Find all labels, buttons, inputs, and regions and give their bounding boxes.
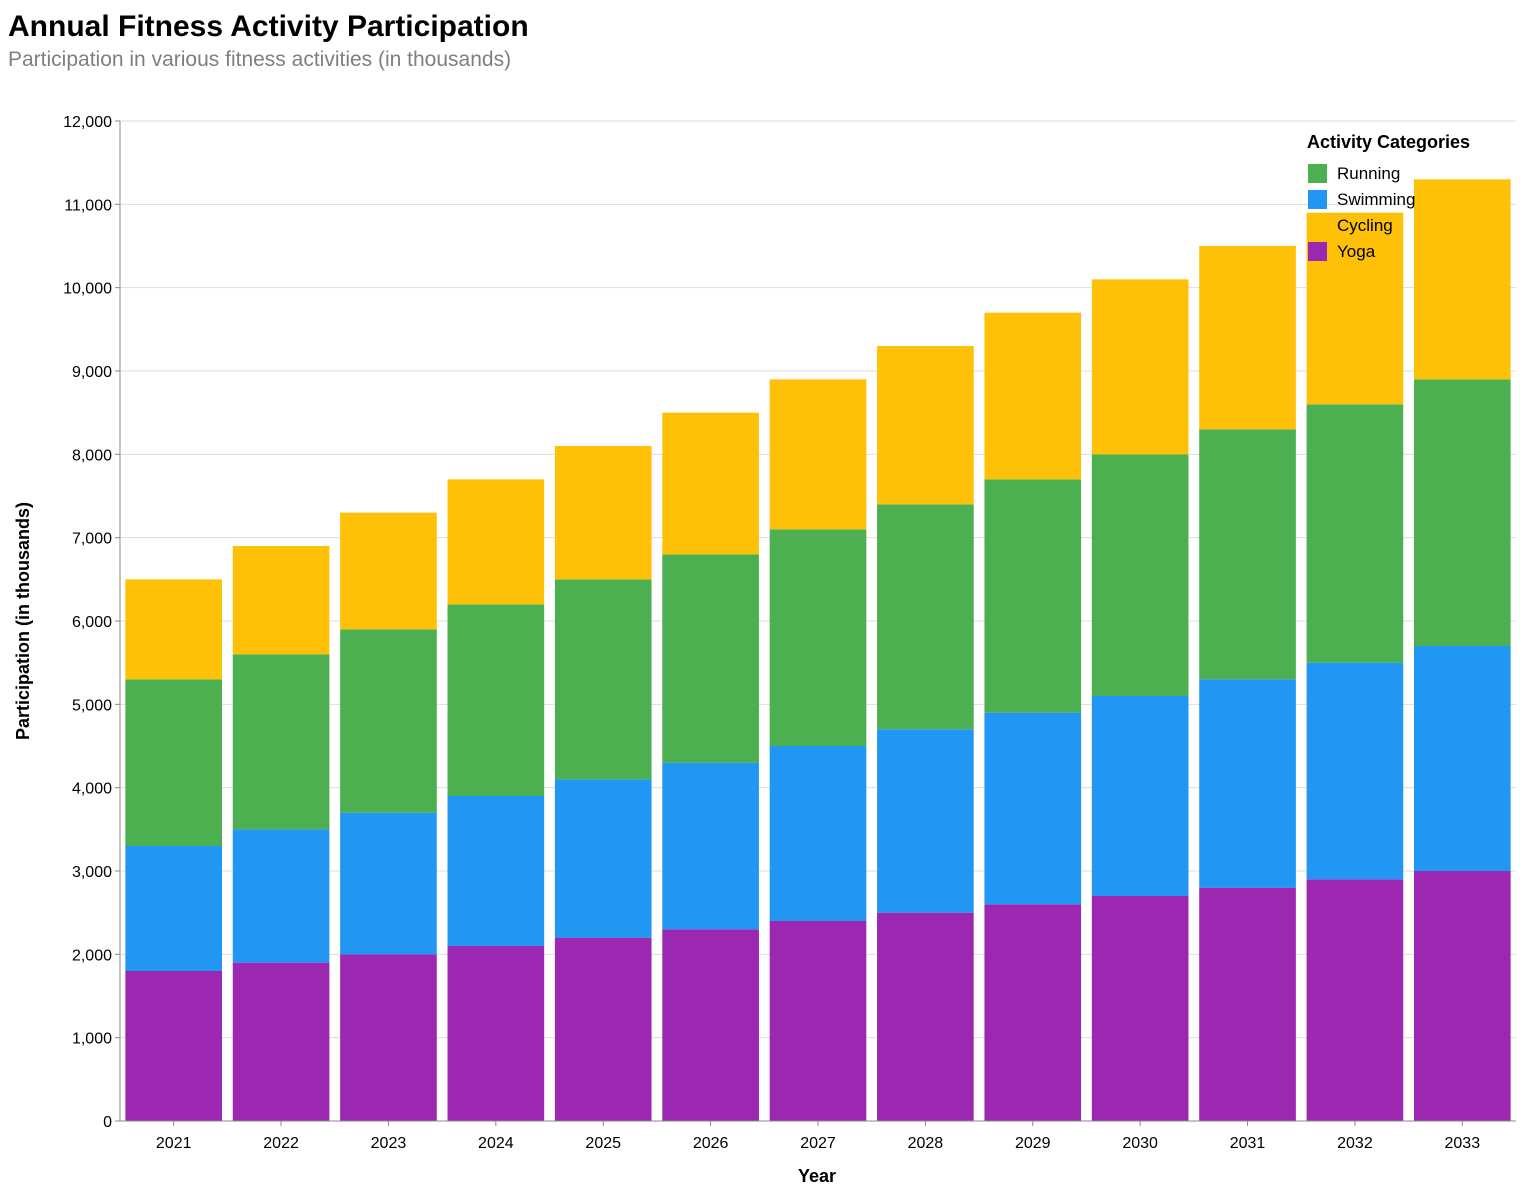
x-tick-label: 2021 xyxy=(156,1135,192,1152)
bar-swimming-2025 xyxy=(554,779,652,938)
bar-swimming-2032 xyxy=(1306,662,1404,880)
bar-swimming-2026 xyxy=(662,762,759,930)
legend-swatch-swimming xyxy=(1308,190,1327,209)
bar-yoga-2027 xyxy=(769,921,867,1121)
y-tick-label: 8,000 xyxy=(72,447,112,464)
bar-yoga-2025 xyxy=(554,937,652,1121)
bar-swimming-2022 xyxy=(232,829,330,963)
bar-running-2021 xyxy=(125,679,223,846)
x-axis-title: Year xyxy=(798,1166,836,1186)
x-tick-label: 2027 xyxy=(800,1135,836,1152)
bar-cycling-2022 xyxy=(232,546,330,655)
bar-running-2030 xyxy=(1091,454,1189,696)
bar-cycling-2028 xyxy=(877,346,974,505)
x-tick-label: 2028 xyxy=(908,1135,944,1152)
x-tick-label: 2032 xyxy=(1337,1135,1373,1152)
x-tick-label: 2026 xyxy=(693,1135,729,1152)
bar-running-2027 xyxy=(769,529,867,746)
bar-yoga-2033 xyxy=(1413,871,1511,1121)
x-tick-label: 2022 xyxy=(263,1135,299,1152)
x-tick-label: 2031 xyxy=(1230,1135,1266,1152)
bar-cycling-2021 xyxy=(125,579,223,680)
bar-running-2029 xyxy=(984,479,1082,713)
legend-label-yoga: Yoga xyxy=(1337,242,1376,261)
y-tick-label: 1,000 xyxy=(72,1031,112,1048)
y-tick-label: 3,000 xyxy=(72,864,112,881)
chart-subtitle: Participation in various fitness activit… xyxy=(8,48,511,71)
bar-yoga-2031 xyxy=(1199,887,1296,1121)
bar-cycling-2026 xyxy=(662,412,759,555)
y-tick-label: 4,000 xyxy=(72,781,112,798)
bar-yoga-2030 xyxy=(1091,896,1189,1121)
x-tick-label: 2030 xyxy=(1122,1135,1158,1152)
bar-cycling-2024 xyxy=(447,479,545,605)
bar-yoga-2032 xyxy=(1306,879,1404,1121)
bar-cycling-2025 xyxy=(554,446,652,580)
x-tick-label: 2024 xyxy=(478,1135,514,1152)
x-tick-label: 2023 xyxy=(371,1135,407,1152)
x-tick-label: 2029 xyxy=(1015,1135,1051,1152)
y-tick-label: 11,000 xyxy=(64,197,112,214)
bar-swimming-2027 xyxy=(769,746,867,921)
y-tick-label: 5,000 xyxy=(72,697,112,714)
chart-title: Annual Fitness Activity Participation xyxy=(8,10,529,43)
bar-yoga-2022 xyxy=(232,962,330,1121)
legend-title: Activity Categories xyxy=(1307,132,1470,152)
y-tick-label: 7,000 xyxy=(72,531,112,548)
bar-yoga-2028 xyxy=(877,912,974,1121)
legend-label-cycling: Cycling xyxy=(1337,216,1393,235)
bar-running-2033 xyxy=(1413,379,1511,646)
bar-yoga-2023 xyxy=(340,954,437,1121)
bar-swimming-2033 xyxy=(1413,646,1511,871)
x-tick-label: 2025 xyxy=(585,1135,621,1152)
y-tick-label: 10,000 xyxy=(63,281,112,298)
y-tick-label: 9,000 xyxy=(72,364,112,381)
legend-label-running: Running xyxy=(1337,164,1400,183)
bar-swimming-2030 xyxy=(1091,696,1189,896)
legend-swatch-yoga xyxy=(1308,242,1327,261)
bar-cycling-2029 xyxy=(984,312,1082,480)
bar-cycling-2030 xyxy=(1091,279,1189,455)
bars xyxy=(125,179,1511,1121)
y-tick-label: 12,000 xyxy=(63,114,112,131)
legend: Activity Categories Running Swimming Cycli… xyxy=(1307,132,1470,261)
bar-swimming-2029 xyxy=(984,712,1082,905)
bar-running-2022 xyxy=(232,654,330,830)
x-tick-label: 2033 xyxy=(1445,1135,1481,1152)
bar-running-2032 xyxy=(1306,404,1404,663)
bar-running-2024 xyxy=(447,604,545,796)
y-axis-title: Participation (in thousands) xyxy=(13,502,33,740)
bar-yoga-2026 xyxy=(662,929,759,1121)
bar-running-2023 xyxy=(340,629,437,813)
bar-swimming-2028 xyxy=(877,729,974,913)
bar-yoga-2029 xyxy=(984,904,1082,1121)
bar-yoga-2021 xyxy=(125,971,223,1121)
legend-label-swimming: Swimming xyxy=(1337,190,1415,209)
bar-swimming-2024 xyxy=(447,796,545,946)
bar-swimming-2031 xyxy=(1199,679,1296,888)
y-tick-label: 2,000 xyxy=(72,947,112,964)
legend-swatch-cycling xyxy=(1308,216,1327,235)
bar-cycling-2031 xyxy=(1199,246,1296,430)
bar-running-2031 xyxy=(1199,429,1296,680)
legend-swatch-running xyxy=(1308,164,1327,183)
bar-cycling-2033 xyxy=(1413,179,1511,380)
bar-swimming-2023 xyxy=(340,812,437,955)
bar-yoga-2024 xyxy=(447,946,545,1121)
axes: 0 1,000 2,000 3,000 4,000 5,000 6,000 7,000 8,00… xyxy=(63,114,1516,1152)
bar-cycling-2027 xyxy=(769,379,867,530)
bar-running-2028 xyxy=(877,504,974,730)
bar-swimming-2021 xyxy=(125,846,223,971)
bar-cycling-2023 xyxy=(340,512,437,630)
bar-running-2025 xyxy=(554,579,652,780)
y-tick-label: 0 xyxy=(103,1114,112,1131)
bar-running-2026 xyxy=(662,554,759,763)
y-tick-label: 6,000 xyxy=(72,614,112,631)
